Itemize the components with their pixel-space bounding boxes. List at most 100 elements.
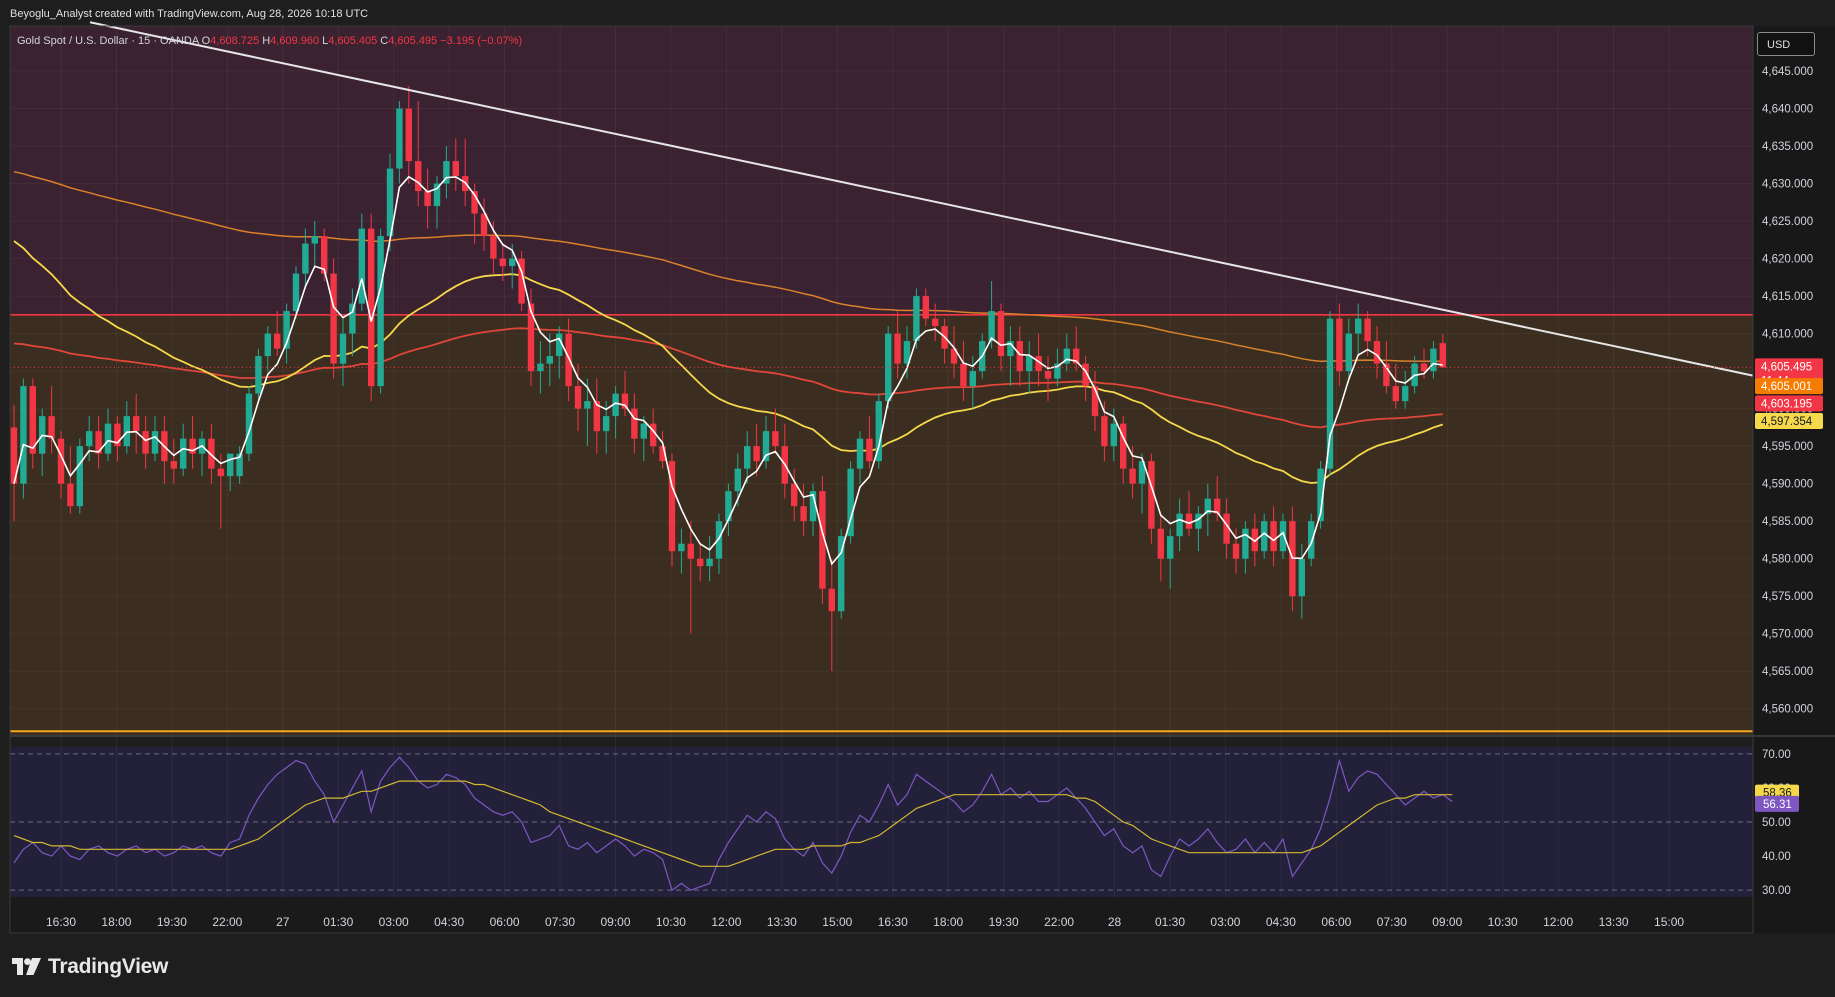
candle-body	[697, 558, 704, 567]
candle	[1026, 341, 1033, 394]
candle-body	[499, 258, 506, 267]
candle	[452, 138, 459, 192]
candle-body	[1298, 558, 1305, 597]
candle-body	[1054, 363, 1061, 379]
price-tick-label: 4,620.000	[1762, 254, 1813, 266]
price-label-box	[1755, 413, 1823, 430]
candle-body	[236, 453, 243, 477]
candle-body	[1035, 356, 1042, 372]
time-tick-label: 15:00	[822, 915, 852, 929]
candle-body	[762, 431, 770, 462]
candle	[170, 438, 177, 484]
candle	[1157, 513, 1164, 582]
currency-button[interactable]: USD	[1757, 32, 1815, 56]
candle-body	[396, 108, 403, 169]
candle-body	[1345, 333, 1352, 372]
candle-body	[1167, 536, 1174, 559]
price-tick-label: 4,585.000	[1762, 516, 1813, 528]
candle-body	[311, 236, 318, 244]
candle	[10, 404, 18, 522]
time-tick-label: 13:30	[767, 915, 797, 929]
time-tick-label: 04:30	[434, 915, 464, 929]
candle-body	[189, 438, 196, 454]
candle	[189, 416, 196, 469]
candle	[386, 153, 394, 252]
candle	[480, 198, 488, 252]
candle	[1082, 356, 1089, 402]
candle	[1195, 506, 1202, 552]
candle-body	[668, 461, 676, 552]
candle	[1317, 461, 1324, 529]
candle	[612, 386, 619, 439]
rsi-label-box	[1755, 795, 1799, 812]
candle	[659, 431, 666, 469]
candle	[875, 393, 882, 469]
rsi-tick-label: 50.00	[1762, 817, 1791, 829]
time-tick-label: 13:30	[1599, 915, 1629, 929]
candle	[1298, 543, 1305, 619]
open-label: O	[201, 35, 211, 47]
candle-body	[217, 468, 224, 477]
price-tick-label: 4,570.000	[1762, 629, 1813, 641]
price-label-box	[1755, 378, 1823, 395]
candle-body	[180, 438, 187, 469]
candle-body	[584, 401, 591, 409]
candle-body	[208, 438, 215, 469]
candle-body	[1044, 371, 1052, 379]
price-tick-label: 4,565.000	[1762, 666, 1813, 678]
candle	[960, 341, 967, 402]
price-axis-bg	[1753, 26, 1835, 933]
candle-body	[1063, 348, 1070, 364]
candle	[1308, 513, 1315, 567]
tradingview-logo[interactable]: TradingView	[12, 955, 168, 979]
candle	[1035, 333, 1042, 387]
candle-body	[922, 296, 929, 319]
candle-body	[480, 213, 488, 237]
price-tick-label: 4,625.000	[1762, 216, 1813, 228]
candle	[725, 483, 732, 537]
rsi-tick-label: 40.00	[1762, 851, 1791, 863]
price-label-value: 4,605.001	[1761, 381, 1812, 393]
candle-body	[321, 236, 328, 274]
candle	[302, 228, 309, 289]
price-tick-label: 4,575.000	[1762, 591, 1813, 603]
candle	[1336, 303, 1343, 387]
candle-body	[1223, 513, 1230, 544]
candle	[180, 423, 187, 477]
price-label-value: 4,603.195	[1761, 398, 1812, 410]
candle	[527, 288, 535, 387]
candle-body	[715, 521, 723, 559]
candle-body	[744, 446, 751, 469]
candle-body	[1439, 343, 1446, 368]
candle	[922, 288, 929, 327]
candle	[321, 228, 328, 282]
candle-body	[809, 491, 817, 522]
symbol-label[interactable]: Gold Spot / U.S. Dollar · 15 · OANDA	[17, 35, 199, 47]
time-tick-label: 10:30	[656, 915, 686, 929]
candle-body	[1232, 543, 1240, 559]
candle	[20, 378, 27, 499]
price-tick-label: 4,615.000	[1762, 291, 1813, 303]
candle-body	[725, 491, 732, 522]
candle-body	[518, 258, 525, 304]
candle-body	[1148, 461, 1155, 529]
candle-body	[1251, 528, 1258, 552]
price-label-box	[1755, 395, 1823, 412]
candle-body	[170, 461, 177, 469]
high-value: 4,609.960	[270, 35, 320, 47]
candle-body	[133, 416, 140, 432]
candle-body	[932, 318, 939, 327]
tradingview-logo-icon	[12, 958, 41, 975]
time-tick-label: 03:00	[379, 915, 409, 929]
time-tick-label: 16:30	[878, 915, 908, 929]
candle	[264, 326, 271, 372]
candle-body	[471, 191, 478, 214]
candle-body	[1214, 498, 1221, 514]
candle-body	[593, 401, 600, 432]
candle-body	[274, 333, 281, 349]
candle-body	[1091, 386, 1099, 417]
time-tick-label: 15:00	[1654, 915, 1684, 929]
candle-body	[1120, 423, 1127, 469]
candle	[358, 213, 365, 312]
